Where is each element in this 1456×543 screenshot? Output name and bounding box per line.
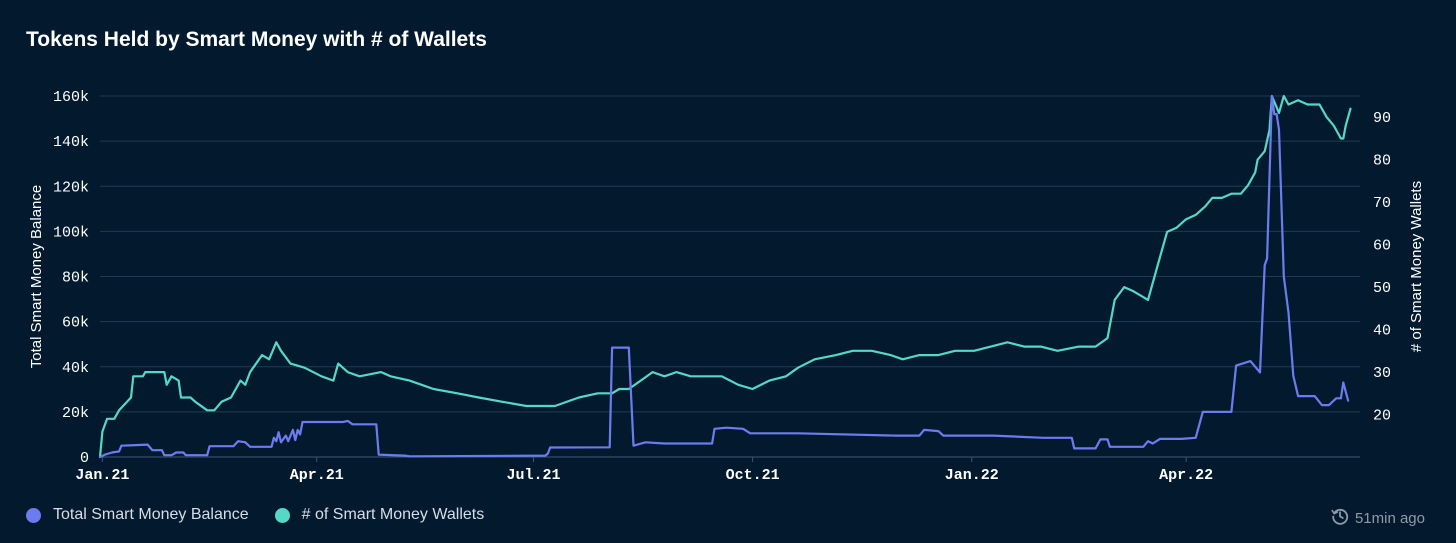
legend-label-wallets: # of Smart Money Wallets <box>301 506 485 523</box>
right-tick-label: 80 <box>1373 153 1391 170</box>
left-tick-label: 40k <box>62 360 89 377</box>
right-tick-label: 40 <box>1373 323 1391 340</box>
right-axis-ticks: 20 30 40 50 60 70 80 90 <box>1373 110 1391 424</box>
right-tick-label: 30 <box>1373 365 1391 382</box>
left-tick-label: 0 <box>80 450 89 467</box>
legend-dot-balance <box>26 507 41 523</box>
left-tick-label: 20k <box>62 405 89 422</box>
x-tick-label: Jan.21 <box>75 467 129 484</box>
right-tick-label: 20 <box>1373 408 1391 425</box>
x-axis-ticks: Jan.21 Apr.21 Jul.21 Oct.21 Jan.22 Apr.22 <box>75 457 1213 484</box>
left-tick-label: 60k <box>62 315 89 332</box>
series-lines <box>98 94 1352 459</box>
legend-dot-wallets <box>274 507 290 523</box>
right-axis-label: # of Smart Money Wallets <box>1408 181 1425 352</box>
right-tick-label: 60 <box>1373 238 1391 255</box>
left-tick-label: 120k <box>53 179 89 196</box>
left-tick-label: 80k <box>62 270 89 287</box>
right-tick-label: 90 <box>1373 110 1391 127</box>
legend-label-balance: Total Smart Money Balance <box>53 506 249 523</box>
left-tick-label: 140k <box>53 134 89 151</box>
x-tick-label: Oct.21 <box>726 467 780 484</box>
chart-title: Tokens Held by Smart Money with # of Wal… <box>26 28 487 51</box>
last-updated: 51min ago <box>1331 507 1425 529</box>
left-tick-label: 160k <box>53 89 89 106</box>
series-line-balance <box>98 94 1350 459</box>
x-tick-label: Jan.22 <box>945 467 999 484</box>
chart-svg: 0 20k 40k 60k 80k 100k 120k 140k 160k 20 30 40 50 60… <box>28 89 1425 484</box>
left-axis-label: Total Smart Money Balance <box>28 185 45 368</box>
x-tick-label: Apr.21 <box>290 467 344 484</box>
x-tick-label: Apr.22 <box>1159 467 1213 484</box>
clock-history-icon <box>1331 507 1349 529</box>
left-tick-label: 100k <box>53 224 89 241</box>
legend-item-wallets[interactable]: # of Smart Money Wallets <box>274 506 485 524</box>
right-tick-label: 50 <box>1373 280 1391 297</box>
series-line-wallets <box>98 94 1352 459</box>
gridlines <box>100 95 1360 458</box>
chart-legend: Total Smart Money Balance # of Smart Mon… <box>26 506 510 524</box>
x-tick-label: Jul.21 <box>506 467 560 484</box>
last-updated-text: 51min ago <box>1354 509 1425 527</box>
legend-item-balance[interactable]: Total Smart Money Balance <box>26 506 249 524</box>
left-axis-ticks: 0 20k 40k 60k 80k 100k 120k 140k 160k <box>53 89 89 467</box>
right-tick-label: 70 <box>1373 195 1391 212</box>
